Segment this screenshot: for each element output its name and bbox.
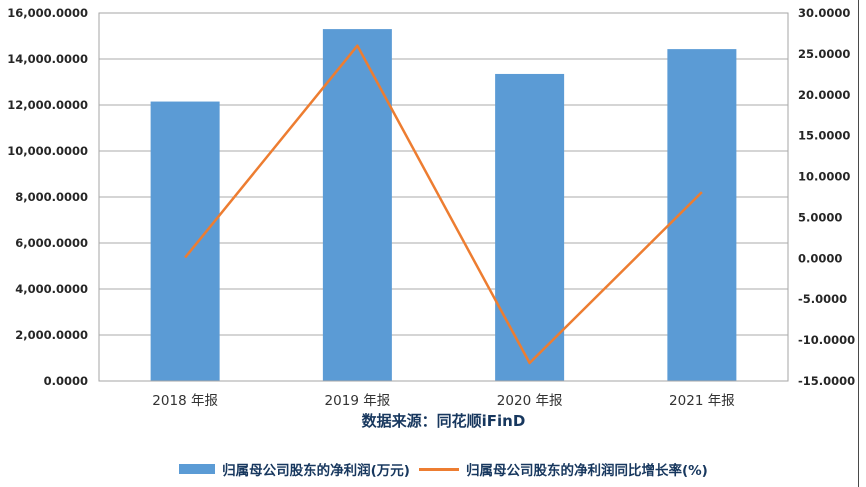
right-axis-tick-label: 30.0000 bbox=[798, 6, 850, 20]
x-axis-category-label: 2020 年报 bbox=[497, 393, 563, 409]
legend: 归属母公司股东的净利润(万元) 归属母公司股东的净利润同比增长率(%) bbox=[60, 459, 827, 479]
left-axis-tick-label: 8,000.0000 bbox=[15, 190, 88, 204]
plot-border bbox=[98, 12, 789, 382]
left-axis-tick-label: 2,000.0000 bbox=[15, 328, 88, 342]
combo-chart-plot: 16,000.0000 14,000.0000 12,000.0000 10,000.… bbox=[7, 6, 855, 409]
x-axis-category-label: 2018 年报 bbox=[152, 393, 218, 409]
growth-rate-line bbox=[184, 44, 703, 365]
panel-right-border bbox=[858, 0, 859, 487]
left-axis-tick-label: 16,000.0000 bbox=[7, 6, 88, 20]
legend-label: 归属母公司股东的净利润同比增长率(%) bbox=[465, 463, 708, 479]
right-axis-tick-label: 20.0000 bbox=[798, 88, 850, 102]
x-axis-category-label: 2019 年报 bbox=[325, 393, 391, 409]
right-axis-tick-label: -15.0000 bbox=[798, 374, 855, 388]
net-profit-bar bbox=[150, 101, 220, 382]
net-profit-bar bbox=[322, 29, 392, 381]
left-axis-tick-label: 12,000.0000 bbox=[7, 98, 88, 112]
left-axis-tick-label: 10,000.0000 bbox=[7, 144, 88, 158]
left-axis-tick-label: 4,000.0000 bbox=[15, 282, 88, 296]
left-axis-tick-label: 6,000.0000 bbox=[15, 236, 88, 250]
right-axis-tick-label: 15.0000 bbox=[798, 129, 850, 143]
legend-item: 归属母公司股东的净利润(万元) bbox=[179, 459, 410, 479]
right-axis-tick-label: 25.0000 bbox=[798, 47, 850, 61]
net-profit-bar bbox=[495, 73, 565, 381]
x-axis-category-label: 2021 年报 bbox=[669, 393, 735, 409]
left-axis-tick-label: 14,000.0000 bbox=[7, 52, 88, 66]
source-note: 数据来源：同花顺iFinD bbox=[361, 412, 526, 430]
right-axis-tick-label: -5.0000 bbox=[798, 292, 847, 306]
right-axis-tick-label: 10.0000 bbox=[798, 170, 850, 184]
legend-label: 归属母公司股东的净利润(万元) bbox=[222, 463, 410, 479]
left-axis-tick-label: 0.0000 bbox=[44, 374, 88, 388]
right-axis-tick-label: 0.0000 bbox=[798, 251, 842, 265]
right-axis-tick-label: 5.0000 bbox=[798, 210, 842, 224]
legend-bar-swatch bbox=[179, 464, 216, 474]
right-axis-tick-label: -10.0000 bbox=[798, 333, 855, 347]
legend-line-swatch bbox=[418, 467, 459, 471]
legend-item: 归属母公司股东的净利润同比增长率(%) bbox=[418, 459, 708, 479]
